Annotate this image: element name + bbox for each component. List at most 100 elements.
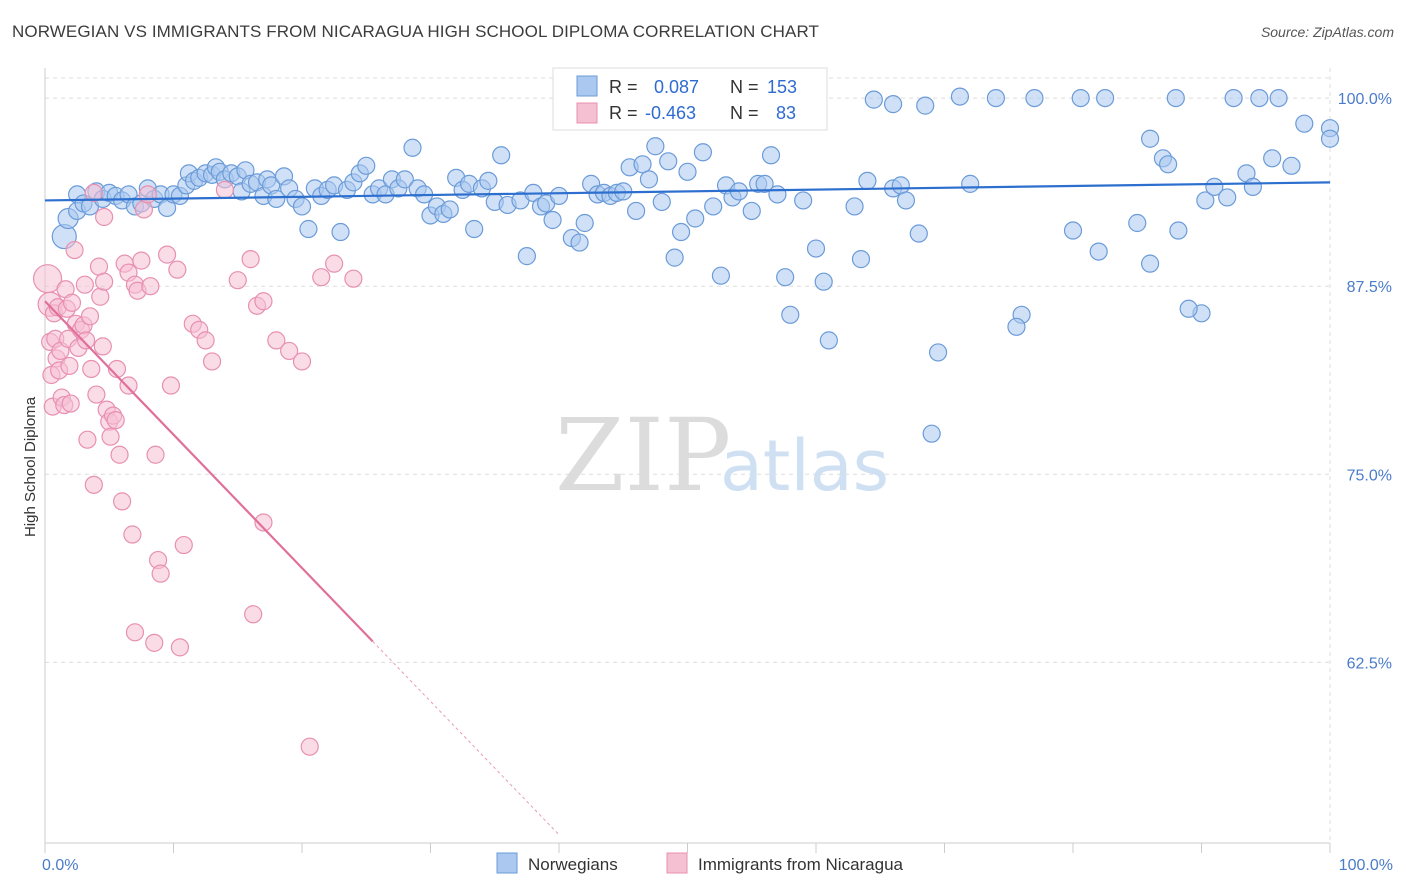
data-point bbox=[896, 191, 916, 210]
y-tick-label: 62.5% bbox=[1347, 655, 1392, 672]
data-point bbox=[761, 146, 781, 165]
data-point bbox=[909, 224, 928, 243]
data-point bbox=[858, 171, 877, 190]
data-point bbox=[84, 475, 103, 494]
data-point bbox=[1263, 149, 1282, 168]
legend-r-label-2: R = bbox=[609, 103, 638, 123]
data-point bbox=[465, 219, 484, 239]
data-point bbox=[403, 138, 422, 157]
trend-extension-pink bbox=[372, 641, 560, 836]
data-point bbox=[280, 341, 299, 361]
legend-n-label-1: N = bbox=[730, 77, 759, 97]
data-point bbox=[693, 143, 713, 162]
data-point bbox=[80, 307, 100, 326]
legend-swatch-pink bbox=[576, 102, 598, 124]
watermark-zip: ZIP bbox=[555, 397, 731, 514]
data-point bbox=[168, 260, 187, 279]
data-point bbox=[1196, 191, 1215, 210]
data-point bbox=[138, 185, 157, 204]
data-point bbox=[161, 376, 181, 395]
data-point bbox=[325, 254, 344, 273]
data-point bbox=[134, 200, 154, 219]
data-point bbox=[95, 272, 114, 291]
data-point bbox=[141, 277, 160, 296]
data-point bbox=[1063, 221, 1083, 240]
trend-line-pink bbox=[44, 300, 374, 643]
data-point bbox=[244, 605, 263, 624]
data-point bbox=[292, 197, 312, 216]
data-point bbox=[300, 737, 319, 756]
bottom-swatch-blue bbox=[496, 852, 518, 874]
data-point bbox=[170, 638, 190, 657]
data-point bbox=[440, 200, 459, 219]
legend-r-value-1: 0.087 bbox=[654, 77, 699, 97]
data-point bbox=[1007, 317, 1026, 336]
data-point bbox=[87, 385, 106, 404]
data-point bbox=[864, 90, 883, 109]
data-point bbox=[112, 492, 132, 511]
y-tick-label: 87.5% bbox=[1347, 279, 1392, 296]
legend-n-value-1: 153 bbox=[767, 77, 797, 97]
data-point bbox=[922, 424, 941, 443]
data-point bbox=[331, 222, 350, 242]
data-point bbox=[575, 213, 594, 233]
data-point bbox=[704, 197, 723, 216]
data-point bbox=[570, 233, 589, 252]
source-label: Source: ZipAtlas.com bbox=[1260, 24, 1394, 40]
data-point bbox=[479, 171, 498, 190]
data-point bbox=[82, 359, 101, 379]
data-point bbox=[60, 356, 79, 376]
data-point bbox=[961, 174, 980, 193]
data-point bbox=[776, 268, 795, 287]
trend-lines bbox=[44, 181, 1331, 836]
legend-nicaragua: Immigrants from Nicaragua bbox=[698, 855, 904, 874]
data-point bbox=[61, 394, 80, 413]
series-legend: Norwegians Immigrants from Nicaragua bbox=[496, 852, 904, 874]
y-axis-label: High School Diploma bbox=[22, 396, 39, 537]
data-point bbox=[1025, 88, 1044, 108]
data-point bbox=[228, 271, 247, 290]
data-point bbox=[543, 210, 562, 230]
data-point bbox=[1269, 88, 1288, 108]
data-point bbox=[986, 88, 1006, 108]
stats-legend-box bbox=[552, 67, 828, 131]
data-point bbox=[671, 222, 691, 242]
data-point bbox=[151, 564, 170, 583]
data-point bbox=[883, 95, 903, 114]
data-point bbox=[891, 176, 910, 195]
data-point bbox=[1140, 254, 1160, 273]
data-point bbox=[845, 197, 864, 216]
trend-line-blue bbox=[44, 181, 1331, 202]
data-point bbox=[106, 411, 125, 430]
data-point bbox=[145, 633, 164, 652]
data-point bbox=[646, 137, 665, 156]
data-point bbox=[1205, 177, 1224, 196]
data-point bbox=[1295, 114, 1314, 133]
data-point bbox=[267, 331, 286, 350]
legend-n-value-2: 83 bbox=[776, 103, 796, 123]
data-point bbox=[781, 305, 800, 324]
data-point bbox=[928, 343, 948, 362]
data-point bbox=[344, 269, 363, 288]
data-point bbox=[659, 152, 678, 171]
data-point bbox=[78, 430, 97, 449]
data-point bbox=[711, 266, 731, 285]
data-point bbox=[806, 239, 826, 258]
data-point bbox=[1243, 177, 1263, 196]
data-point bbox=[77, 331, 96, 350]
legend-r-value-2: -0.463 bbox=[645, 103, 696, 123]
data-point bbox=[196, 331, 215, 350]
data-point bbox=[1140, 129, 1160, 148]
data-point bbox=[91, 287, 110, 306]
data-point bbox=[84, 183, 103, 203]
data-point bbox=[916, 96, 935, 115]
data-point bbox=[742, 201, 761, 221]
bottom-swatch-pink bbox=[666, 852, 688, 874]
data-point bbox=[1158, 155, 1178, 174]
data-point bbox=[132, 251, 151, 270]
data-point bbox=[89, 257, 109, 276]
data-point bbox=[93, 337, 112, 356]
data-point bbox=[292, 352, 312, 371]
data-point bbox=[1169, 221, 1188, 240]
